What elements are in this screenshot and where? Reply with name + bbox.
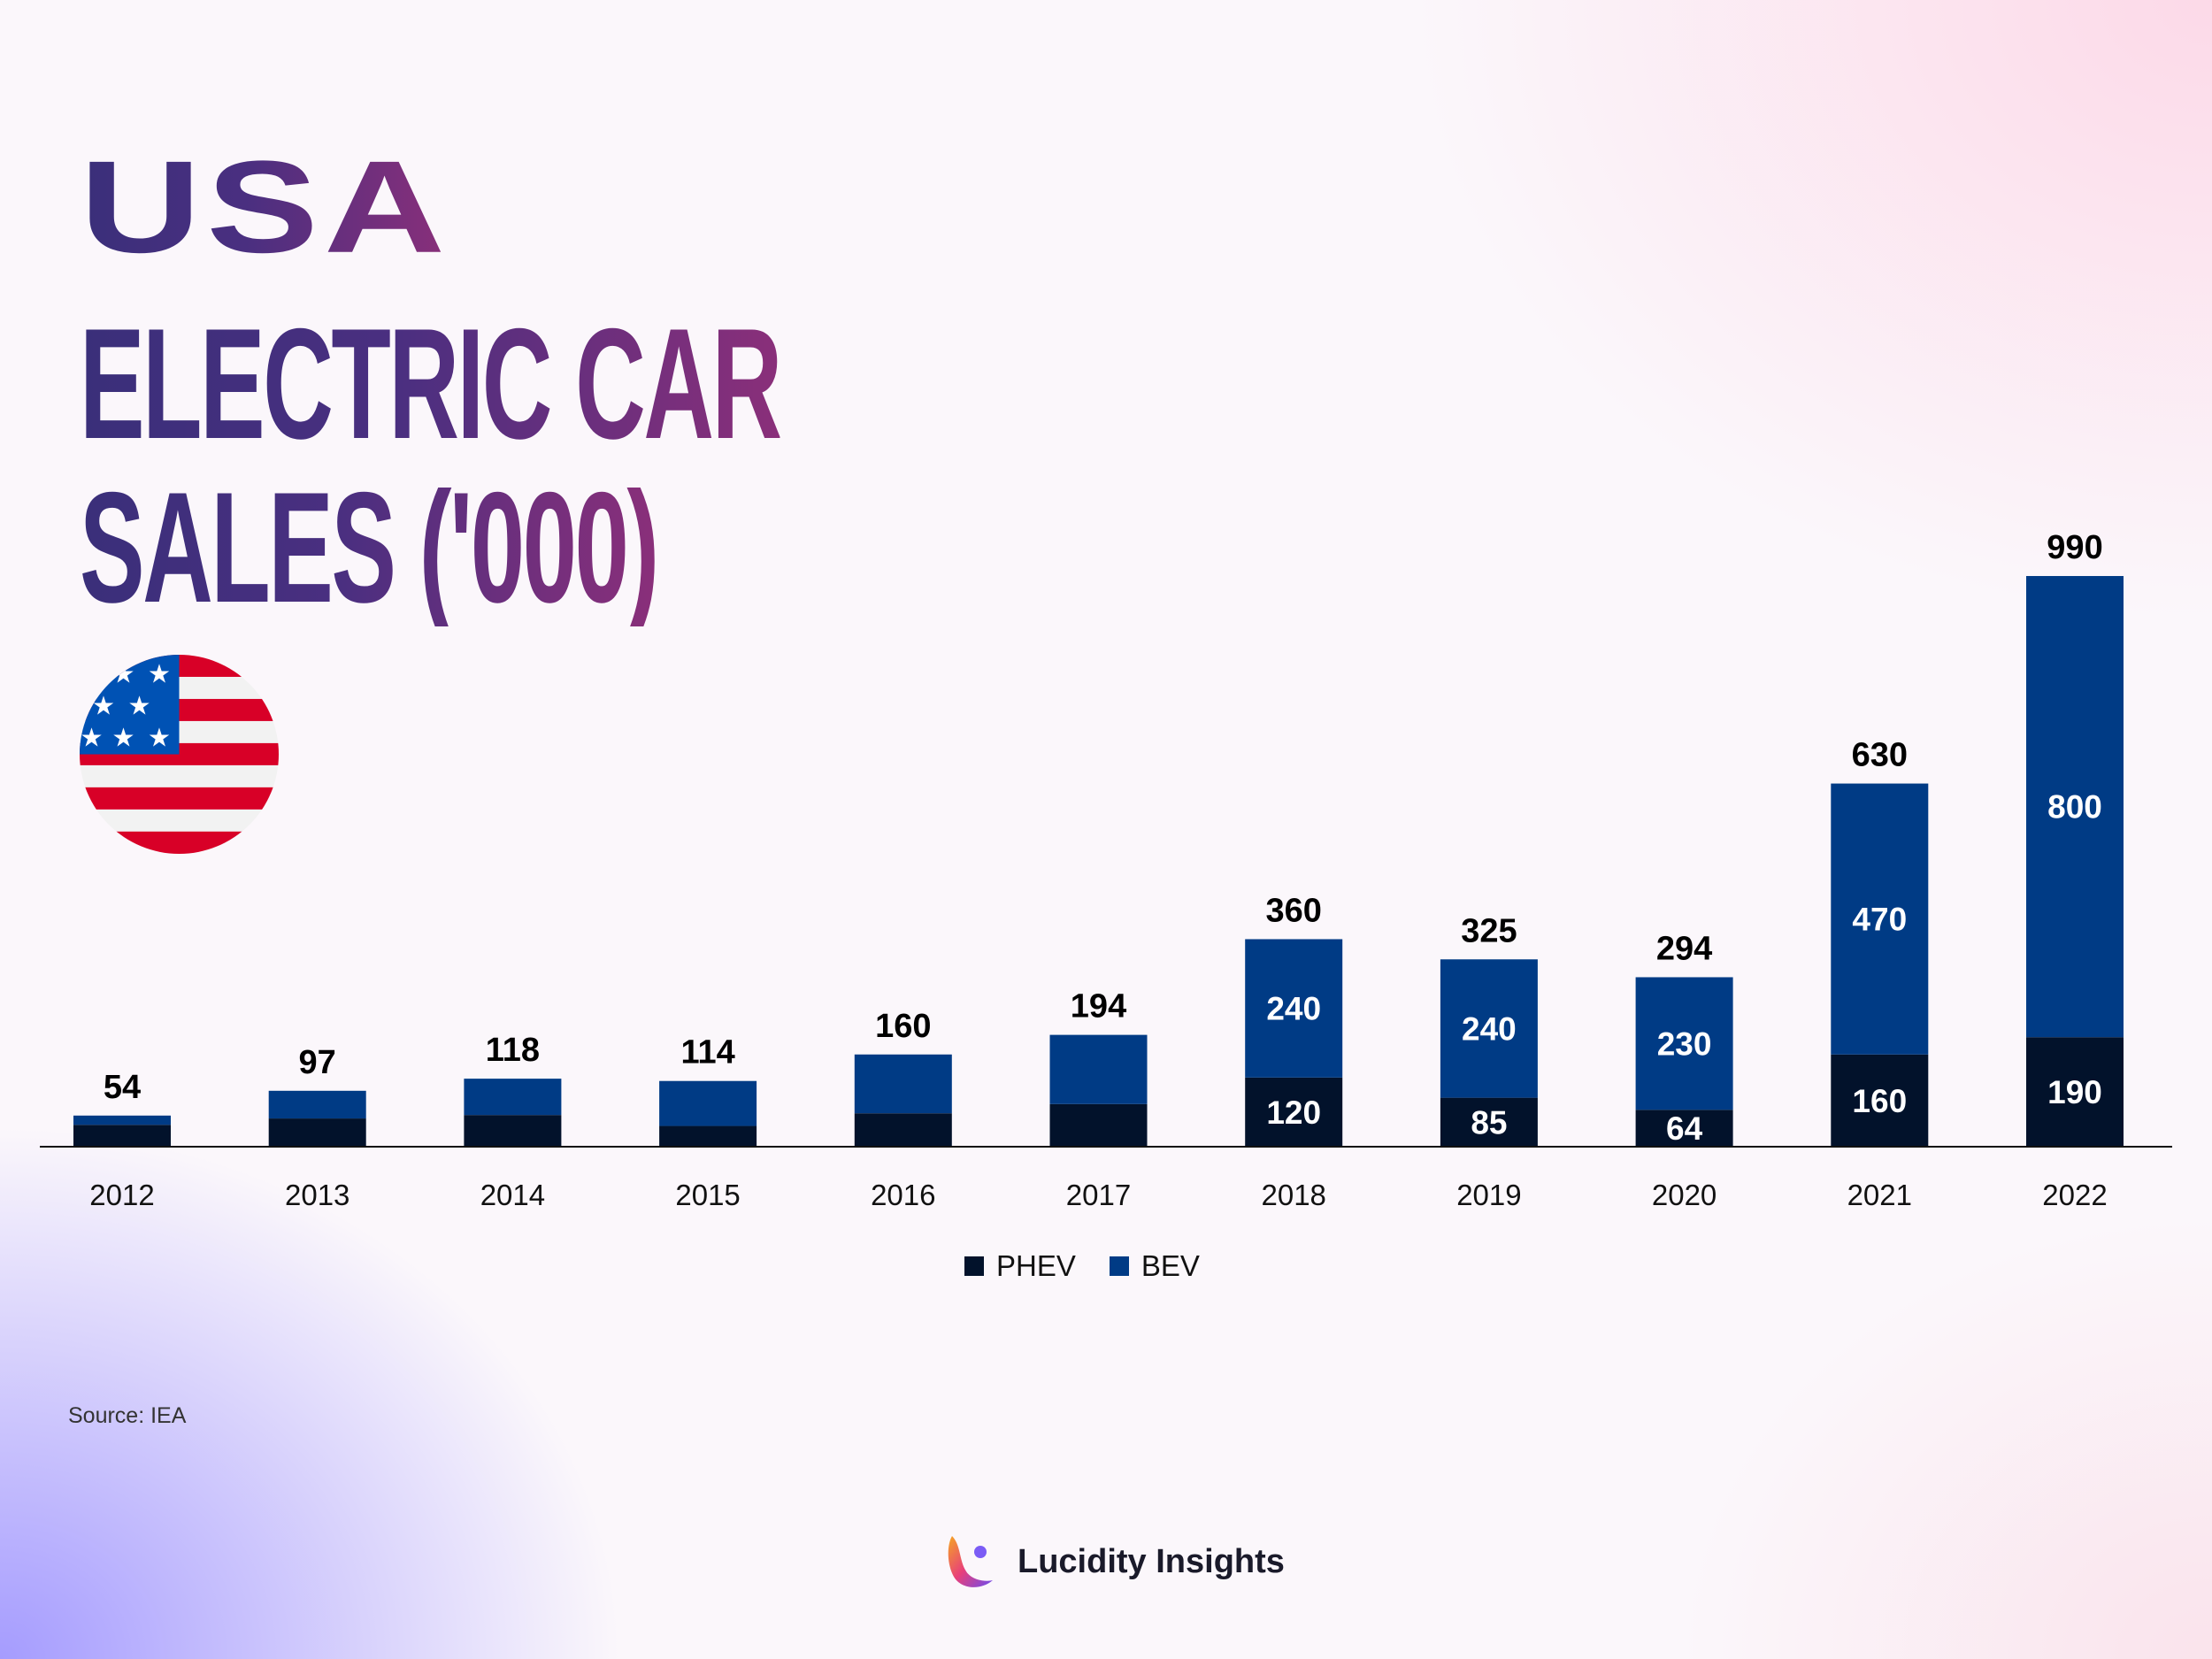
bar-phev-2017 — [1049, 1103, 1148, 1147]
total-label-2016: 160 — [875, 1008, 931, 1045]
label-bev-2019: 240 — [1462, 1010, 1517, 1047]
title-usa: USA — [80, 134, 451, 280]
x-tick-2017: 2017 — [1066, 1179, 1131, 1211]
total-label-2017: 194 — [1071, 988, 1126, 1025]
x-tick-2014: 2014 — [480, 1179, 545, 1211]
total-label-2014: 118 — [486, 1032, 540, 1069]
bar-bev-2012 — [73, 1115, 171, 1125]
source-note: Source: IEA — [68, 1403, 187, 1428]
title-electric-car: ELECTRIC CAR — [80, 296, 782, 472]
bar-phev-2012 — [73, 1125, 171, 1147]
bar-bev-2016 — [854, 1054, 952, 1114]
legend-label-bev: BEV — [1141, 1249, 1200, 1282]
label-phev-2021: 160 — [1852, 1083, 1907, 1119]
bar-bev-2020 — [1635, 977, 1733, 1110]
total-label-2012: 54 — [104, 1069, 141, 1106]
x-tick-2015: 2015 — [675, 1179, 740, 1211]
brand: Lucidity Insights — [945, 1532, 1285, 1591]
legend-swatch-phev — [964, 1256, 984, 1276]
bar-phev-2016 — [854, 1113, 952, 1147]
x-tick-2016: 2016 — [871, 1179, 935, 1211]
bar-bev-2013 — [268, 1090, 366, 1119]
svg-text:★: ★ — [148, 723, 171, 753]
x-tick-2012: 2012 — [89, 1179, 154, 1211]
total-label-2021: 630 — [1852, 737, 1908, 774]
total-label-2018: 360 — [1265, 892, 1321, 929]
bar-phev-2020 — [1635, 1110, 1733, 1147]
label-bev-2020: 230 — [1657, 1025, 1712, 1062]
label-bev-2022: 800 — [2047, 789, 2102, 826]
bar-bev-2021 — [1831, 783, 1929, 1055]
title-sales-unit: SALES ('000) — [80, 459, 659, 635]
legend-item-bev: BEV — [1109, 1249, 1200, 1283]
bar-phev-2014 — [464, 1115, 562, 1147]
x-tick-2020: 2020 — [1652, 1179, 1717, 1211]
x-tick-2019: 2019 — [1456, 1179, 1521, 1211]
total-label-2015: 114 — [680, 1034, 734, 1071]
legend-swatch-bev — [1109, 1256, 1129, 1276]
bar-phev-2022 — [2026, 1037, 2124, 1147]
label-phev-2018: 120 — [1266, 1094, 1321, 1131]
x-tick-2018: 2018 — [1261, 1179, 1325, 1211]
bar-phev-2021 — [1831, 1054, 1929, 1147]
legend-label-phev: PHEV — [996, 1249, 1076, 1282]
label-bev-2018: 240 — [1266, 991, 1321, 1027]
stacked-bar-chart: 54 2012 97 2013 118 2014 114 2015 160 2016 194 2017… — [40, 529, 2172, 1211]
label-phev-2022: 190 — [2047, 1074, 2102, 1110]
bar-phev-2013 — [268, 1118, 366, 1147]
svg-text:★: ★ — [80, 723, 103, 753]
bar-phev-2018 — [1245, 1077, 1343, 1147]
bar-phev-2015 — [659, 1125, 757, 1147]
svg-text:★: ★ — [127, 691, 150, 721]
bar-bev-2017 — [1049, 1034, 1148, 1104]
label-phev-2020: 64 — [1666, 1110, 1703, 1147]
total-label-2013: 97 — [299, 1044, 336, 1081]
total-label-2020: 294 — [1656, 930, 1712, 967]
legend: PHEV BEV — [964, 1249, 1200, 1283]
legend-item-phev: PHEV — [964, 1249, 1076, 1283]
bar-bev-2018 — [1245, 939, 1343, 1078]
usa-flag-icon: ★ ★ ★ ★ ★ ★ ★ — [80, 655, 279, 854]
bar-bev-2015 — [659, 1080, 757, 1126]
label-bev-2021: 470 — [1852, 902, 1907, 938]
bar-bev-2019 — [1440, 959, 1538, 1098]
total-label-2022: 990 — [2047, 529, 2102, 566]
bar-bev-2022 — [2026, 576, 2124, 1038]
svg-text:★: ★ — [111, 723, 134, 753]
x-tick-2021: 2021 — [1847, 1179, 1912, 1211]
x-tick-2013: 2013 — [285, 1179, 349, 1211]
svg-text:★: ★ — [148, 659, 171, 689]
x-tick-2022: 2022 — [2042, 1179, 2107, 1211]
bar-bev-2014 — [464, 1079, 562, 1116]
total-label-2019: 325 — [1461, 912, 1517, 949]
bar-phev-2019 — [1440, 1097, 1538, 1147]
lucidity-logo-icon — [948, 1536, 993, 1587]
label-phev-2019: 85 — [1471, 1104, 1507, 1141]
brand-name: Lucidity Insights — [1018, 1542, 1285, 1580]
